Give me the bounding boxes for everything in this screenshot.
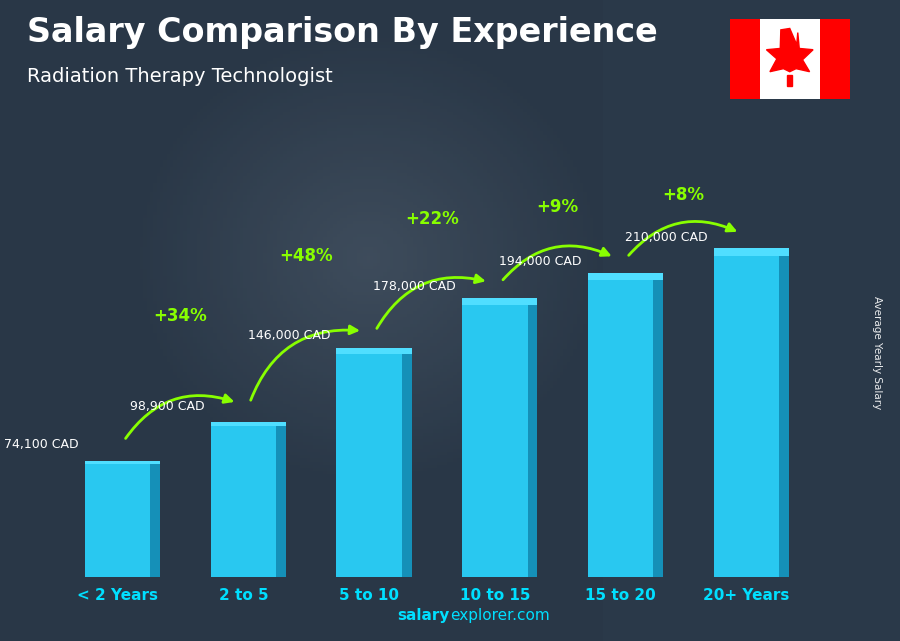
Bar: [337, 354, 401, 577]
Text: 210,000 CAD: 210,000 CAD: [625, 231, 707, 244]
Bar: [588, 273, 663, 280]
Text: +9%: +9%: [536, 198, 579, 216]
Bar: [85, 463, 150, 577]
Bar: [730, 19, 760, 99]
Text: 74,100 CAD: 74,100 CAD: [4, 438, 78, 451]
Polygon shape: [788, 74, 792, 86]
Text: Salary Comparison By Experience: Salary Comparison By Experience: [27, 16, 658, 49]
Text: +48%: +48%: [280, 247, 333, 265]
Text: +8%: +8%: [662, 186, 705, 204]
Bar: [337, 348, 411, 354]
Bar: [85, 461, 160, 463]
Text: explorer.com: explorer.com: [450, 608, 550, 623]
Bar: [779, 256, 788, 577]
Bar: [463, 305, 527, 577]
Text: Average Yearly Salary: Average Yearly Salary: [872, 296, 883, 409]
Text: Radiation Therapy Technologist: Radiation Therapy Technologist: [27, 67, 333, 87]
Text: +22%: +22%: [405, 210, 459, 228]
Text: +34%: +34%: [154, 306, 207, 325]
Bar: [150, 463, 160, 577]
Bar: [463, 298, 537, 305]
Text: 146,000 CAD: 146,000 CAD: [248, 328, 330, 342]
Text: 98,900 CAD: 98,900 CAD: [130, 401, 204, 413]
Bar: [211, 426, 276, 577]
Text: 194,000 CAD: 194,000 CAD: [500, 255, 581, 268]
Bar: [401, 354, 411, 577]
Text: salary: salary: [398, 608, 450, 623]
Bar: [714, 248, 788, 256]
Bar: [653, 280, 663, 577]
Bar: [276, 426, 286, 577]
Bar: [714, 256, 779, 577]
Bar: [211, 422, 286, 426]
Bar: [527, 305, 537, 577]
Bar: [588, 280, 653, 577]
Text: 178,000 CAD: 178,000 CAD: [374, 279, 456, 292]
Polygon shape: [767, 28, 813, 72]
Bar: [820, 19, 850, 99]
